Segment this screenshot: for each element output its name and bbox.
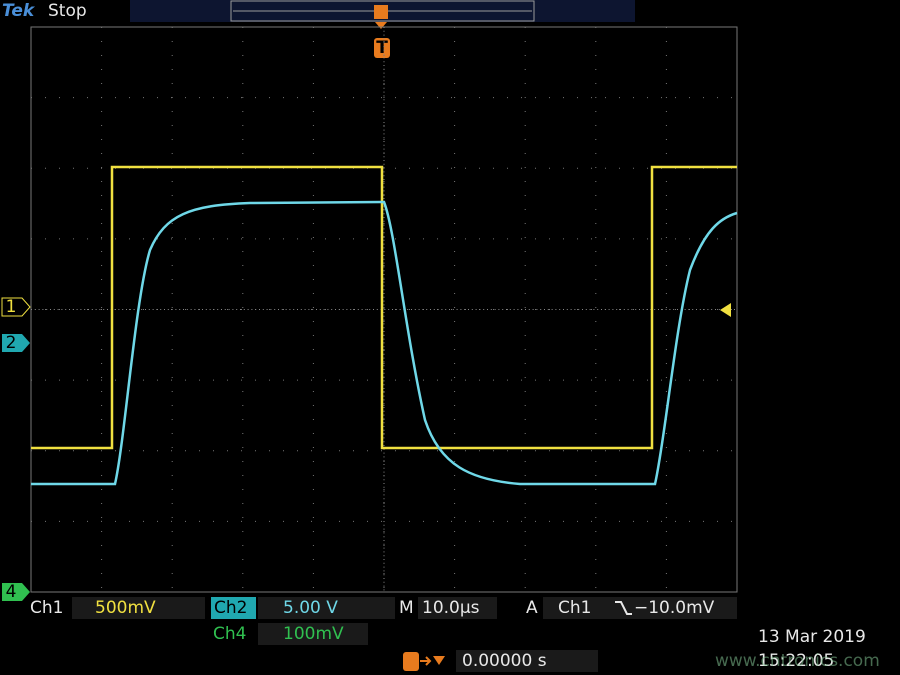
ch2-marker [2,334,30,352]
date: 13 Mar 2019 [758,627,866,647]
ch2-trace [31,200,738,486]
ch2-label-box [211,597,256,619]
trigger-slope [615,601,632,615]
trigger-label: A [526,598,538,618]
status: Stop [48,1,87,21]
timebase: 10.0µs [422,598,480,618]
ch1-trace [31,165,737,450]
ch4-marker [2,583,30,601]
brand: Tek [2,1,36,21]
ch4-label: Ch4 [213,624,246,644]
trigger-pos-down [433,656,445,665]
watermark: www.cntronics.com [715,651,880,671]
ch1-marker-label: 1 [6,297,17,317]
trigger-marker: T [376,38,388,58]
trigger-pos-arrow [420,656,432,666]
ch1-label: Ch1 [30,598,63,618]
trigger-box [543,597,737,619]
ch4-marker-label: 4 [6,582,17,602]
timebase-label: M [399,598,414,618]
trigger-marker-box [374,38,390,58]
trigger-source: Ch1 [558,598,591,618]
graticule [30,26,738,593]
ch2-scale: 5.00 V [283,598,338,618]
ch2-marker-label: 2 [6,333,17,353]
ch2-label: Ch2 [214,598,247,618]
trigger-level-marker [720,303,731,317]
timebase-box [418,597,497,619]
ch4-scale: 100mV [283,624,344,644]
ch2-scale-box [258,597,395,619]
trigger-level: −10.0mV [634,598,715,618]
ch1-scale: 500mV [95,598,156,618]
trigger-position-box [456,650,598,672]
time: 15:22:05 [758,651,834,671]
ch1-marker [1,297,31,317]
trigger-position: 0.00000 s [462,651,547,671]
ch4-scale-box [258,623,368,645]
trigger-pos-icon [374,5,388,19]
record-view [230,0,535,22]
ch1-scale-box [72,597,205,619]
trigger-pos-box [403,652,419,671]
trigger-arrow [375,22,387,29]
